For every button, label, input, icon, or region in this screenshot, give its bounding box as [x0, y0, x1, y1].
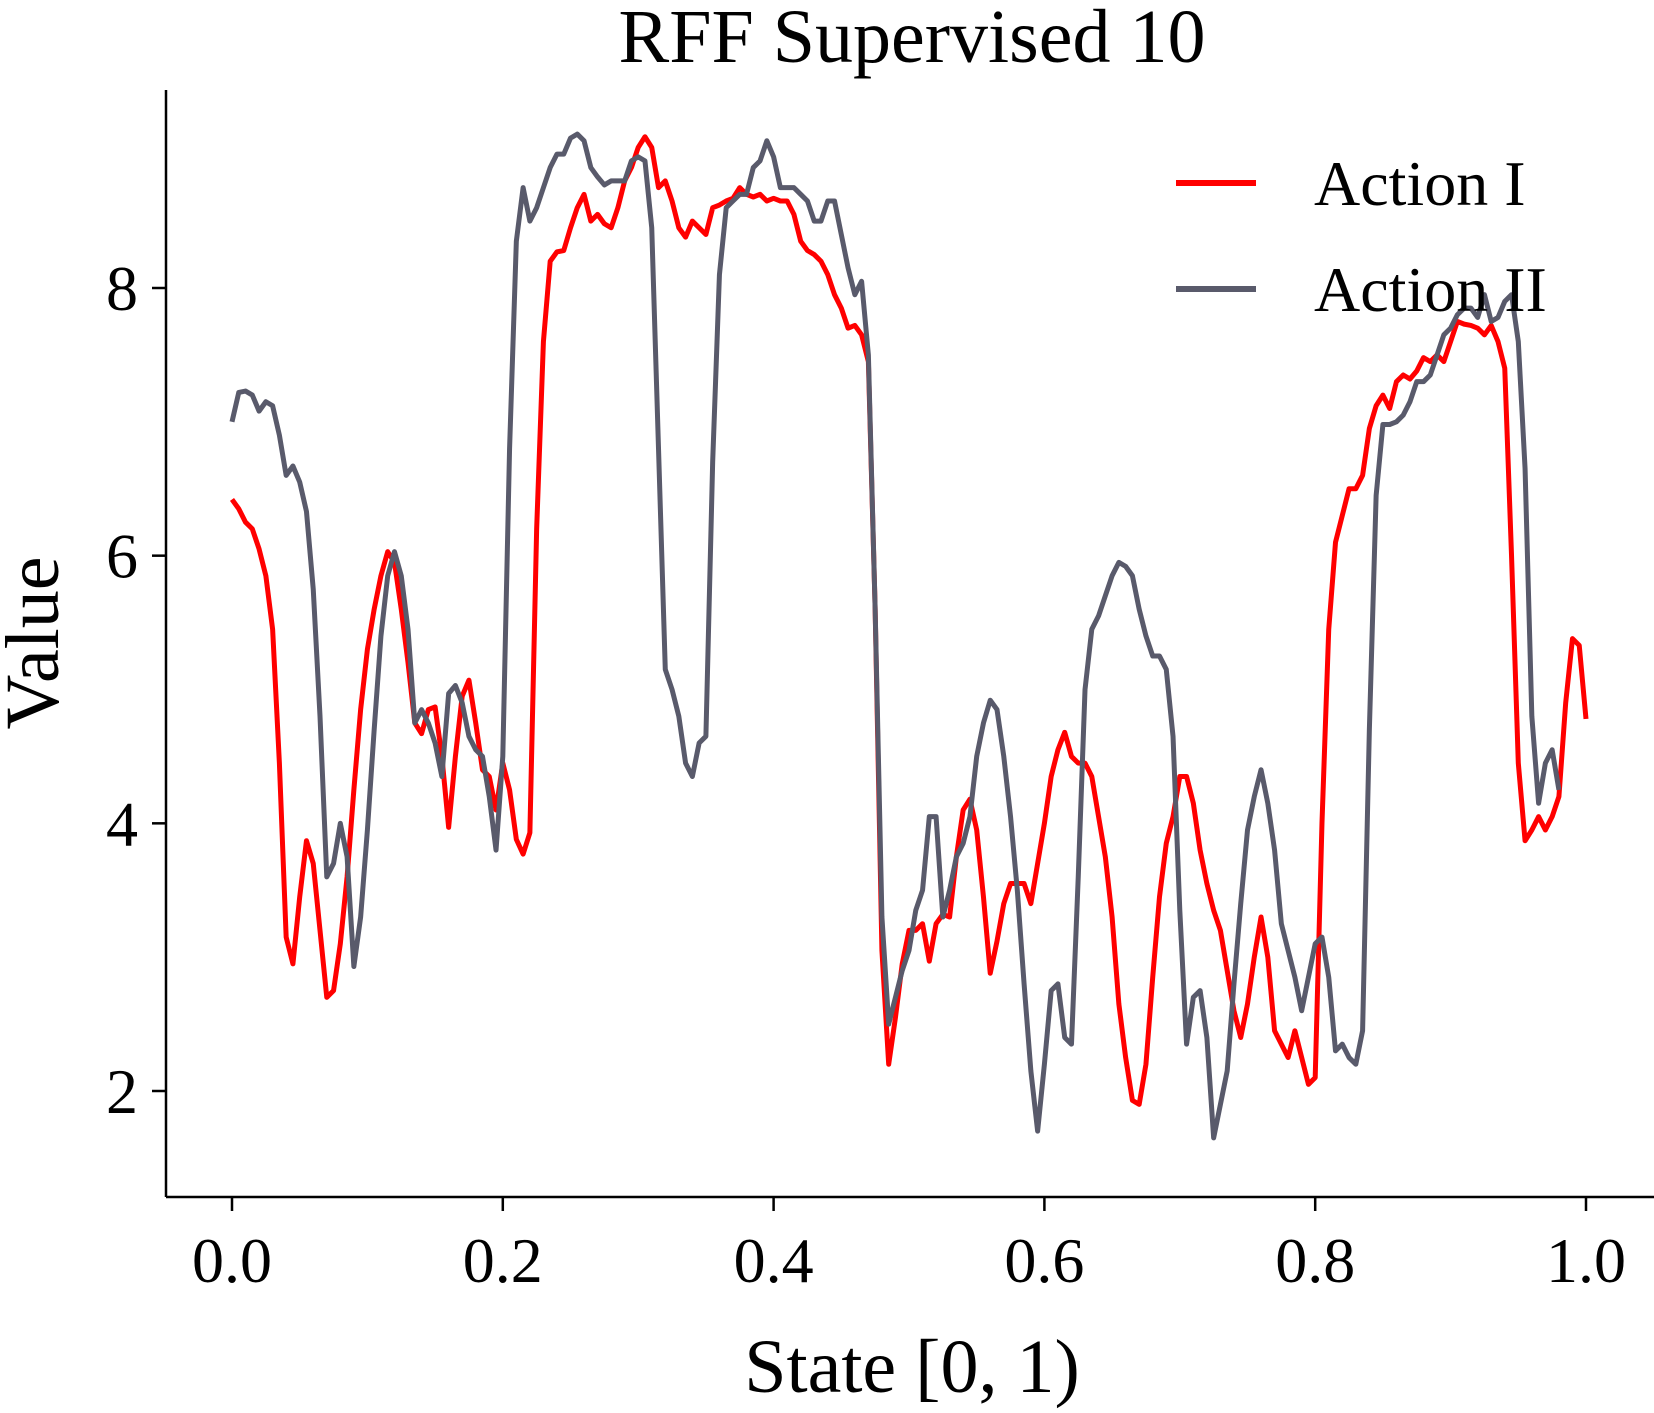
x-axis-ticks: 0.0 0.2 0.4 0.6 0.8 1.0: [192, 1197, 1626, 1296]
x-tick-label: 0.8: [1275, 1225, 1355, 1296]
series-layer: [229, 131, 1589, 1141]
x-tick-label: 0.6: [1004, 1225, 1084, 1296]
legend-label: Action I: [1314, 148, 1526, 219]
x-axis-label: State [0, 1): [744, 1325, 1080, 1409]
series-line-action-ii: [229, 131, 1562, 1141]
y-tick-label: 2: [106, 1056, 138, 1127]
y-axis-label: Value: [0, 556, 75, 729]
legend: Action I Action II: [1176, 148, 1547, 325]
y-tick-label: 6: [106, 521, 138, 592]
x-tick-label: 1.0: [1546, 1225, 1626, 1296]
y-axis-ticks: 2 4 6 8: [106, 253, 166, 1127]
legend-label: Action II: [1314, 254, 1547, 325]
x-tick-label: 0.0: [192, 1225, 272, 1296]
y-tick-label: 8: [106, 253, 138, 324]
x-tick-label: 0.4: [734, 1225, 814, 1296]
y-tick-label: 4: [106, 788, 138, 859]
chart-title: RFF Supervised 10: [619, 0, 1206, 79]
x-tick-label: 0.2: [463, 1225, 543, 1296]
series-line-action-i: [229, 134, 1589, 1107]
